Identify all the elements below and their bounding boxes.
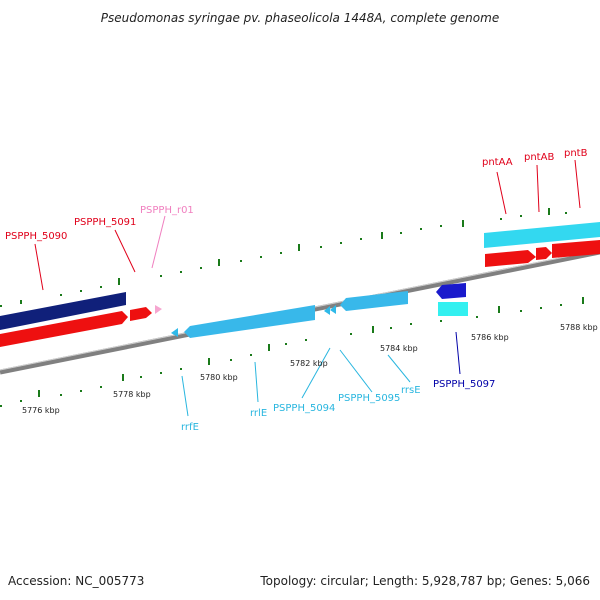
pnt-bar-cyan[interactable] [484, 222, 600, 248]
rrna-bar-right[interactable] [340, 291, 408, 311]
gene-bar-cyan-small[interactable] [438, 302, 468, 316]
cds-bar-red-small[interactable] [130, 307, 152, 321]
summary-text: Topology: circular; Length: 5,928,787 bp… [259, 574, 590, 588]
pnt-bar-red-3[interactable] [552, 240, 600, 258]
gene-label-PSPPH_r01: PSPPH_r01 [140, 205, 194, 216]
gene-label-pntB: pntB [564, 148, 588, 159]
gene-label-PSPPH_5094: PSPPH_5094 [273, 403, 335, 414]
leader-lines [34, 159, 581, 417]
scale-label-5780: 5780 kbp [200, 373, 238, 382]
gene-label-rrsE: rrsE [401, 385, 421, 396]
gene-label-pntAB: pntAB [524, 152, 554, 163]
gene-arrow-navy[interactable] [436, 283, 466, 299]
scale-label-5784: 5784 kbp [380, 344, 418, 353]
scale-label-5782: 5782 kbp [290, 359, 328, 368]
gene-label-pntAA: pntAA [482, 157, 513, 168]
accession-text: Accession: NC_005773 [8, 574, 144, 588]
scale-label-5788: 5788 kbp [560, 323, 598, 332]
scale-label-5778: 5778 kbp [113, 390, 151, 399]
gene-label-PSPPH_5090: PSPPH_5090 [5, 231, 67, 242]
gene-bar-navy[interactable] [0, 292, 126, 330]
gene-label-rrfE: rrfE [181, 422, 199, 433]
scale-label-5776: 5776 kbp [22, 406, 60, 415]
gene-label-PSPPH_5097: PSPPH_5097 [433, 379, 495, 390]
gene-label-PSPPH_5095: PSPPH_5095 [338, 393, 400, 404]
rrna-bar-large[interactable] [184, 305, 315, 338]
gene-label-PSPPH_5091: PSPPH_5091 [74, 217, 136, 228]
cds-bar-red-left[interactable] [0, 311, 128, 347]
map-title: Pseudomonas syringae pv. phaseolicola 14… [101, 11, 499, 25]
rrna-arrow-pair-2[interactable] [330, 305, 336, 314]
lower-tick-track [0, 297, 584, 407]
gene-label-rrlE: rrlE [250, 408, 267, 419]
pnt-bar-red-2[interactable] [536, 247, 552, 260]
rrna-arrow-pair-1[interactable] [324, 306, 330, 315]
rrna-arrow-small[interactable] [171, 328, 178, 337]
pnt-bar-red-1[interactable] [485, 250, 536, 267]
upper-tick-track [0, 208, 567, 307]
rna-arrow-pink[interactable] [155, 305, 162, 314]
scale-label-5786: 5786 kbp [471, 333, 509, 342]
